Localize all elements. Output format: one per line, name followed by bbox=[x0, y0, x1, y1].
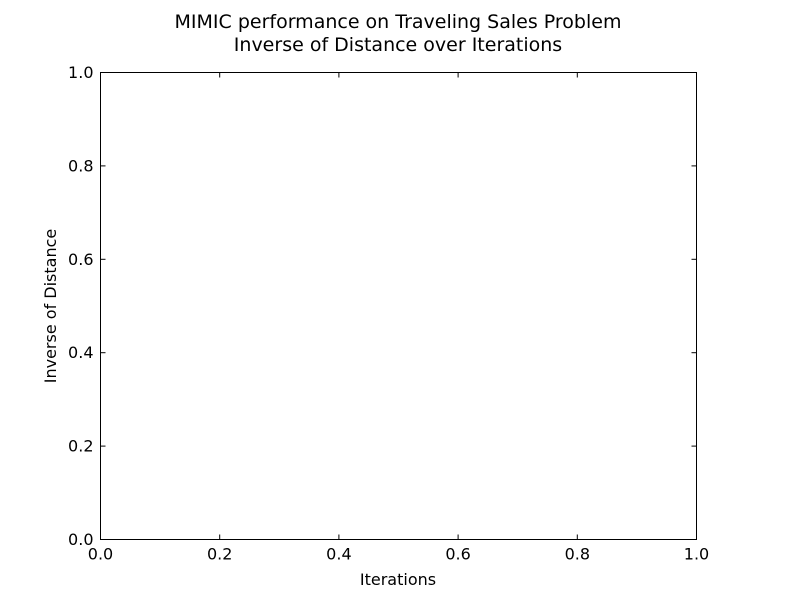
chart-title: MIMIC performance on Traveling Sales Pro… bbox=[175, 11, 622, 33]
x-tick-label: 0.6 bbox=[445, 545, 470, 564]
plot-area bbox=[100, 72, 697, 540]
y-axis: 0.0 0.2 0.4 0.6 0.8 1.0 bbox=[68, 63, 697, 549]
x-tick-label: 0.4 bbox=[326, 545, 351, 564]
y-tick-label: 0.6 bbox=[68, 250, 93, 269]
x-tick-label: 1.0 bbox=[684, 545, 709, 564]
y-tick-label: 0.0 bbox=[68, 530, 93, 549]
y-tick-label: 0.8 bbox=[68, 156, 93, 175]
y-tick-label: 1.0 bbox=[68, 63, 93, 82]
y-tick-label: 0.4 bbox=[68, 343, 93, 362]
chart-subtitle: Inverse of Distance over Iterations bbox=[234, 34, 562, 56]
x-tick-label: 0.0 bbox=[88, 545, 113, 564]
x-axis: 0.0 0.2 0.4 0.6 0.8 1.0 bbox=[88, 72, 709, 564]
y-axis-label: Inverse of Distance bbox=[41, 229, 60, 383]
x-axis-label: Iterations bbox=[360, 570, 436, 589]
y-tick-label: 0.2 bbox=[68, 437, 93, 456]
x-tick-label: 0.8 bbox=[565, 545, 590, 564]
x-tick-label: 0.2 bbox=[207, 545, 232, 564]
